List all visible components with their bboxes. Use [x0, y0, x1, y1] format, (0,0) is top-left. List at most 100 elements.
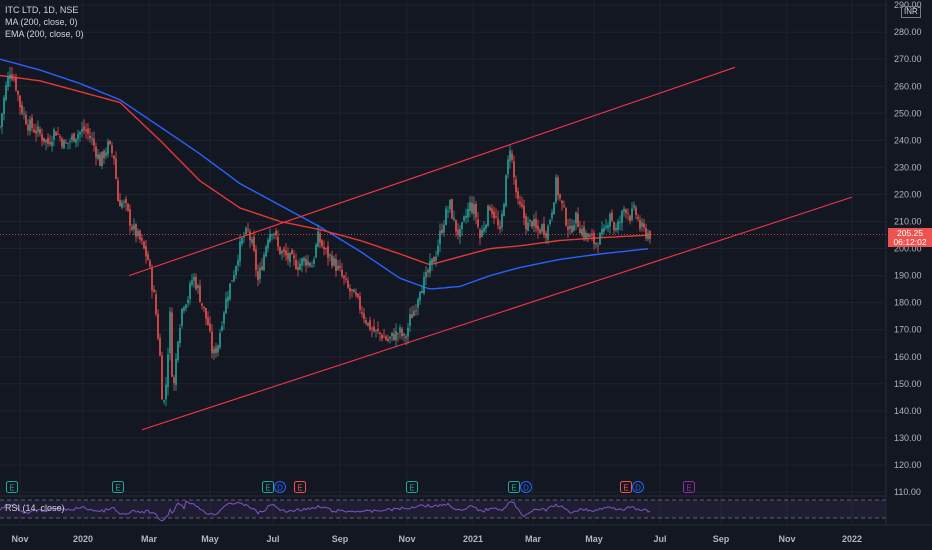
- candle-body[interactable]: [445, 208, 447, 225]
- candle-body[interactable]: [593, 232, 595, 244]
- candle-body[interactable]: [175, 358, 177, 386]
- candle-body[interactable]: [563, 205, 565, 207]
- candle-body[interactable]: [411, 314, 413, 319]
- candle-body[interactable]: [147, 254, 149, 261]
- candle-body[interactable]: [29, 119, 31, 132]
- candle-body[interactable]: [55, 131, 57, 136]
- candle-body[interactable]: [531, 221, 533, 227]
- candle-body[interactable]: [545, 233, 547, 238]
- candle-body[interactable]: [399, 327, 401, 333]
- candle-body[interactable]: [449, 199, 451, 210]
- candle-body[interactable]: [177, 341, 179, 361]
- candle-body[interactable]: [93, 138, 95, 146]
- ma-legend-label[interactable]: MA (200, close, 0): [5, 17, 78, 27]
- candle-body[interactable]: [31, 117, 33, 129]
- candle-body[interactable]: [617, 221, 619, 230]
- candle-body[interactable]: [581, 229, 583, 236]
- event-marker-d[interactable]: D: [520, 481, 532, 493]
- candle-body[interactable]: [405, 336, 407, 339]
- event-marker-e[interactable]: E: [112, 481, 124, 493]
- candle-body[interactable]: [161, 355, 163, 400]
- candle-body[interactable]: [89, 135, 91, 139]
- candle-body[interactable]: [589, 234, 591, 238]
- candle-body[interactable]: [339, 265, 341, 269]
- candle-body[interactable]: [513, 161, 515, 178]
- candle-body[interactable]: [489, 207, 491, 211]
- candle-body[interactable]: [483, 227, 485, 232]
- candle-body[interactable]: [37, 126, 39, 132]
- candle-body[interactable]: [481, 229, 483, 237]
- candle-body[interactable]: [625, 209, 627, 214]
- candle-body[interactable]: [117, 180, 119, 202]
- candle-body[interactable]: [329, 254, 331, 256]
- candle-body[interactable]: [313, 259, 315, 264]
- candle-body[interactable]: [297, 267, 299, 270]
- candle-body[interactable]: [633, 205, 635, 208]
- candle-body[interactable]: [1, 113, 3, 127]
- candle-body[interactable]: [197, 285, 199, 288]
- candle-body[interactable]: [299, 263, 301, 270]
- candle-body[interactable]: [125, 198, 127, 204]
- candle-body[interactable]: [219, 332, 221, 348]
- candle-body[interactable]: [435, 256, 437, 261]
- candle-body[interactable]: [345, 278, 347, 280]
- candle-body[interactable]: [565, 208, 567, 226]
- candle-body[interactable]: [305, 258, 307, 266]
- candle-body[interactable]: [113, 155, 115, 159]
- candle-body[interactable]: [73, 133, 75, 142]
- candle-body[interactable]: [485, 224, 487, 229]
- candle-body[interactable]: [357, 293, 359, 297]
- candle-body[interactable]: [289, 252, 291, 262]
- candle-body[interactable]: [537, 225, 539, 231]
- candle-body[interactable]: [645, 227, 647, 238]
- event-marker-e[interactable]: E: [683, 481, 695, 493]
- candle-body[interactable]: [257, 271, 259, 281]
- candle-body[interactable]: [523, 205, 525, 218]
- candle-body[interactable]: [167, 354, 169, 388]
- candle-body[interactable]: [375, 329, 377, 331]
- candle-body[interactable]: [283, 249, 285, 252]
- candle-body[interactable]: [181, 308, 183, 326]
- candle-body[interactable]: [7, 76, 9, 88]
- candle-body[interactable]: [547, 226, 549, 240]
- candle-body[interactable]: [79, 131, 81, 135]
- candle-body[interactable]: [191, 280, 193, 285]
- candle-body[interactable]: [361, 312, 363, 314]
- candle-body[interactable]: [463, 216, 465, 221]
- candle-body[interactable]: [25, 114, 27, 125]
- earnings-marker-icon[interactable]: [262, 481, 274, 493]
- candle-body[interactable]: [0, 126, 1, 128]
- candle-body[interactable]: [647, 233, 649, 240]
- candle-body[interactable]: [337, 265, 339, 270]
- candle-body[interactable]: [603, 227, 605, 232]
- candle-body[interactable]: [129, 209, 131, 226]
- candle-body[interactable]: [215, 347, 217, 354]
- candle-body[interactable]: [471, 202, 473, 213]
- candle-body[interactable]: [507, 159, 509, 175]
- candle-body[interactable]: [437, 245, 439, 255]
- candle-body[interactable]: [613, 222, 615, 231]
- candle-body[interactable]: [381, 334, 383, 339]
- candle-body[interactable]: [193, 276, 195, 281]
- candle-body[interactable]: [621, 210, 623, 223]
- candle-body[interactable]: [473, 204, 475, 214]
- candle-body[interactable]: [401, 328, 403, 337]
- candle-body[interactable]: [307, 260, 309, 266]
- candle-body[interactable]: [623, 208, 625, 212]
- candle-body[interactable]: [569, 225, 571, 229]
- candle-body[interactable]: [45, 139, 47, 143]
- candle-body[interactable]: [521, 203, 523, 207]
- candle-body[interactable]: [365, 320, 367, 324]
- event-marker-e[interactable]: E: [508, 481, 520, 493]
- candle-body[interactable]: [453, 218, 455, 220]
- candle-body[interactable]: [99, 154, 101, 167]
- candle-body[interactable]: [229, 283, 231, 300]
- candle-body[interactable]: [271, 234, 273, 236]
- candle-body[interactable]: [5, 85, 7, 100]
- candle-body[interactable]: [323, 246, 325, 250]
- event-marker-e[interactable]: E: [620, 481, 632, 493]
- candle-body[interactable]: [343, 275, 345, 279]
- candle-body[interactable]: [103, 150, 105, 159]
- candle-body[interactable]: [277, 237, 279, 247]
